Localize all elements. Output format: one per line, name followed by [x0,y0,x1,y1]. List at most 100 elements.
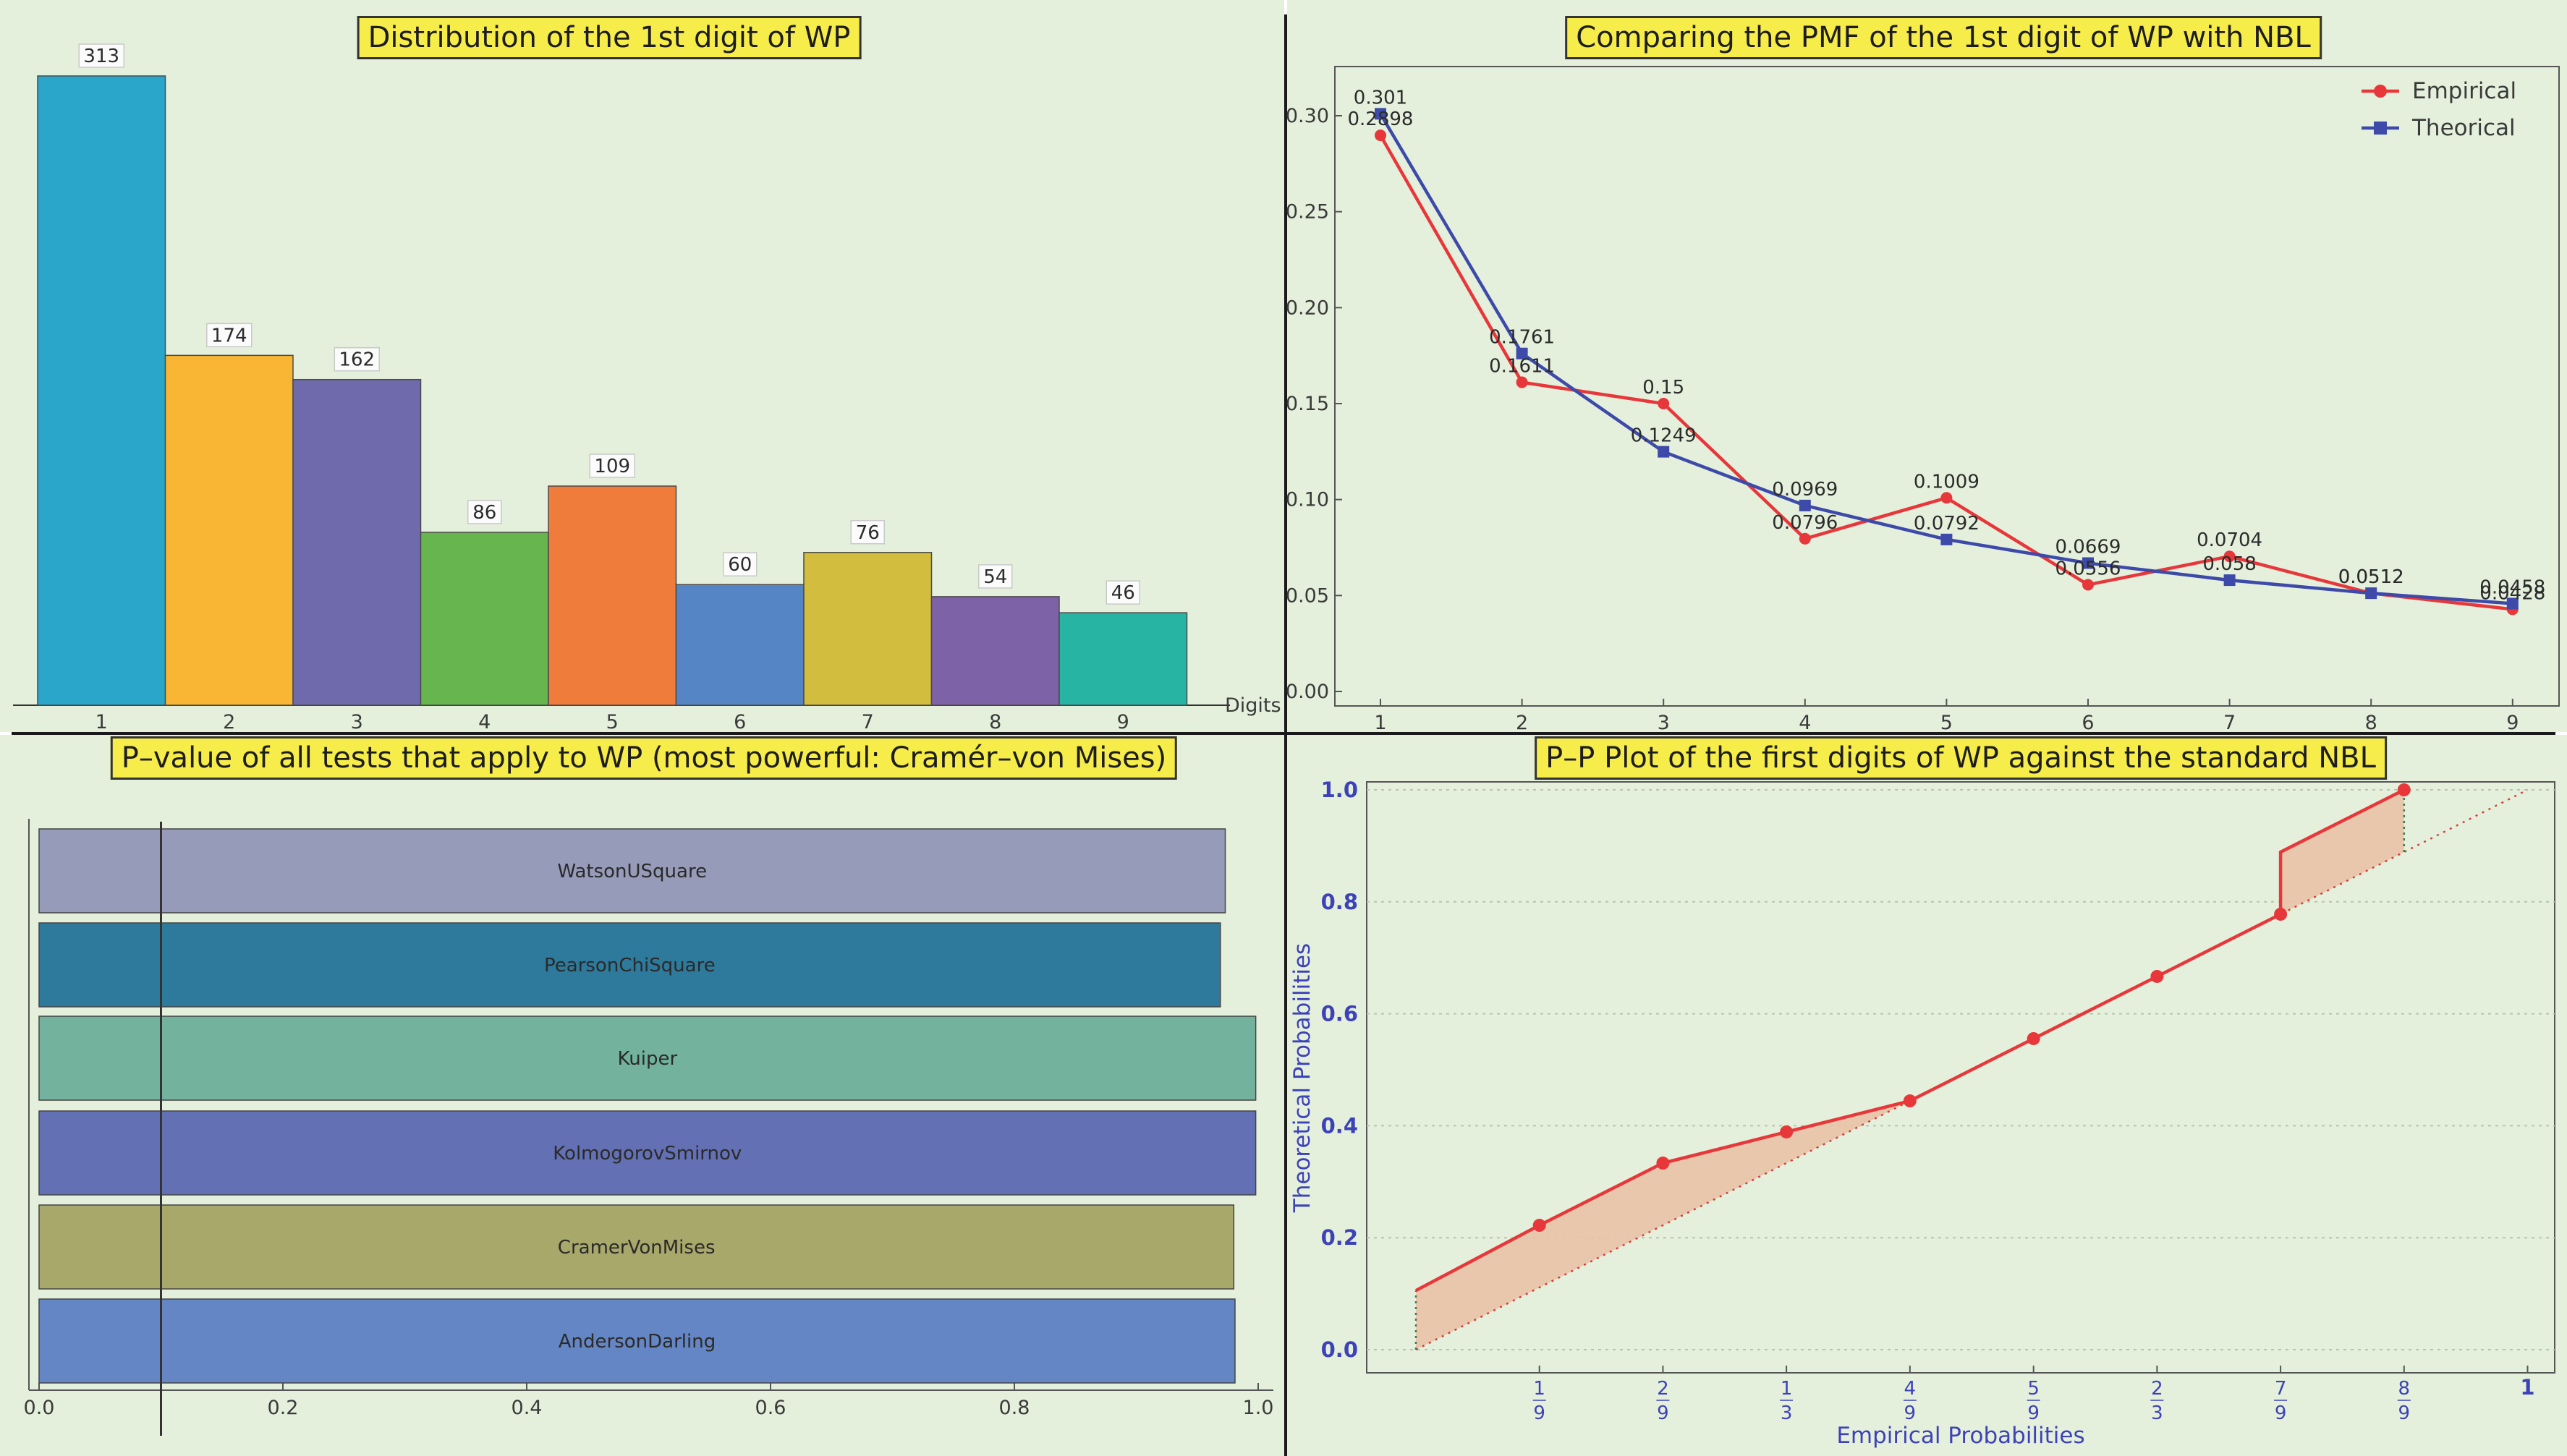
pvalue-bar-label: PearsonChiSquare [544,955,716,976]
legend-empirical-marker [2374,85,2387,98]
empirical-data-label: 0.15 [1642,377,1684,399]
x-tick-label: 0.6 [755,1397,786,1419]
pp-point [1903,1094,1917,1108]
y-tick-label: 0.2 [1321,1225,1358,1250]
data-label-box [1106,580,1140,605]
pp-point [1656,1157,1670,1170]
x-tick-label: 2 [1516,712,1528,734]
empirical-data-label: 0.0704 [2197,529,2262,551]
x-tick-label: 0.0 [24,1397,55,1419]
bar-digit-8 [930,596,1060,706]
theoretical-data-label: 0.0969 [1772,479,1838,501]
plot-frame [1366,781,2555,1374]
pmf-comparison-panel [1287,0,2567,732]
bar-digit-3 [292,378,422,706]
x-tick-numerator: 1 [1533,1378,1545,1400]
bar-digit-7 [803,552,933,706]
pvalue-bar-label: AndersonDarling [559,1331,716,1353]
x-tick-numerator: 2 [2151,1378,2163,1400]
theoretical-point [2365,587,2377,600]
y-tick-label: 0.05 [1286,584,1329,607]
pp-curve [1414,788,2405,1293]
x-tick-denominator: 9 [1533,1402,1545,1424]
theoretical-point [1940,533,1953,545]
vertical-divider [1284,14,1287,1456]
y-tick-label: 0.6 [1321,1002,1358,1026]
x-tick-8: 8 [989,711,1001,733]
bar-digit-2 [164,354,294,706]
data-label-3: 162 [339,349,375,371]
x-tick-denominator: 9 [1657,1402,1669,1424]
y-tick-label: 0.0 [1321,1337,1358,1362]
theoretical-point [2223,574,2236,587]
data-label-box [78,43,124,68]
x-tick-label: 6 [2082,712,2094,734]
bar-digit-5 [548,485,677,706]
x-tick-1: 1 [96,711,108,733]
empirical-data-label: 0.1611 [1489,356,1555,378]
x-tick-denominator: 9 [2275,1402,2287,1424]
theoretical-data-label: 0.1761 [1489,327,1555,349]
data-label-9: 46 [1111,582,1135,604]
theoretical-point [1375,108,1386,120]
x-axis-label: Digits [1225,694,1281,717]
theoretical-point [2506,597,2519,610]
pp-point [2274,907,2288,921]
empirical-point [2082,579,2094,591]
theoretical-data-label: 0.1249 [1631,425,1697,447]
x-tick-5: 5 [606,711,619,733]
x-tick-4: 4 [478,711,491,733]
pvalue-bar-WatsonUSquare [38,828,1226,914]
x-tick-denominator: 9 [2027,1402,2040,1424]
legend-theoretical-label: Theorical [2411,115,2516,141]
y-tick-label: 0.25 [1286,201,1329,223]
data-label-8: 54 [983,566,1007,588]
theoretical-point [1516,347,1528,359]
y-tick-label: 0.20 [1286,297,1329,319]
chart-title-pvalue: P–value of all tests that apply to WP (m… [110,736,1178,780]
y-tick-label: 0.00 [1286,681,1329,703]
x-tick-denominator: 9 [1904,1402,1917,1424]
x-tick-label: 0.4 [512,1397,543,1419]
pvalue-bar-label: CramerVonMises [558,1237,716,1259]
y-tick-label: 1.0 [1321,778,1358,802]
x-tick-numerator: 7 [2275,1378,2287,1400]
x-tick-label: 4 [1799,712,1811,734]
pvalue-bar-label: KolmogorovSmirnov [553,1143,742,1165]
y-tick-label: 0.10 [1286,489,1329,511]
data-label-5: 109 [594,456,630,477]
x-tick-denominator: 3 [2151,1402,2163,1424]
data-label-box [206,323,253,348]
empirical-point [1940,492,1953,504]
x-tick-9: 9 [1117,711,1129,733]
data-label-1: 313 [83,46,119,67]
x-tick-7: 7 [862,711,874,733]
chart-title-pp: P–P Plot of the first digits of WP again… [1535,736,2387,780]
empirical-data-label: 0.0512 [2338,566,2404,588]
pp-point [2397,783,2411,796]
legend-empirical-label: Empirical [2412,78,2516,104]
data-label-6: 60 [728,554,752,576]
data-label-box [467,500,502,524]
empirical-data-label: 0.2898 [1348,108,1414,130]
theoretical-point [1658,446,1670,458]
x-tick-6: 6 [734,711,746,733]
theoretical-data-label: 0.058 [2202,553,2256,575]
x-tick-numerator: 5 [2027,1378,2040,1400]
x-tick-label: 0.8 [999,1397,1030,1419]
x-tick-label: 9 [2506,712,2519,734]
empirical-point [1799,532,1811,545]
x-tick-label: 8 [2365,712,2377,734]
x-axis-label: Empirical Probabilities [1836,1423,2084,1449]
bar-digit-1 [37,75,166,706]
x-tick-label: 1 [1374,712,1386,734]
pvalue-bar-label: WatsonUSquare [557,861,707,882]
data-label-box [334,346,380,372]
y-tick-label: 0.30 [1286,105,1329,127]
theoretical-data-label: 0.0792 [1914,513,1980,535]
empirical-data-label: 0.0556 [2055,558,2121,579]
y-axis-label: Theoretical Probabilities [1289,943,1315,1213]
x-tick-label: 5 [1940,712,1953,734]
data-label-box [589,454,635,478]
